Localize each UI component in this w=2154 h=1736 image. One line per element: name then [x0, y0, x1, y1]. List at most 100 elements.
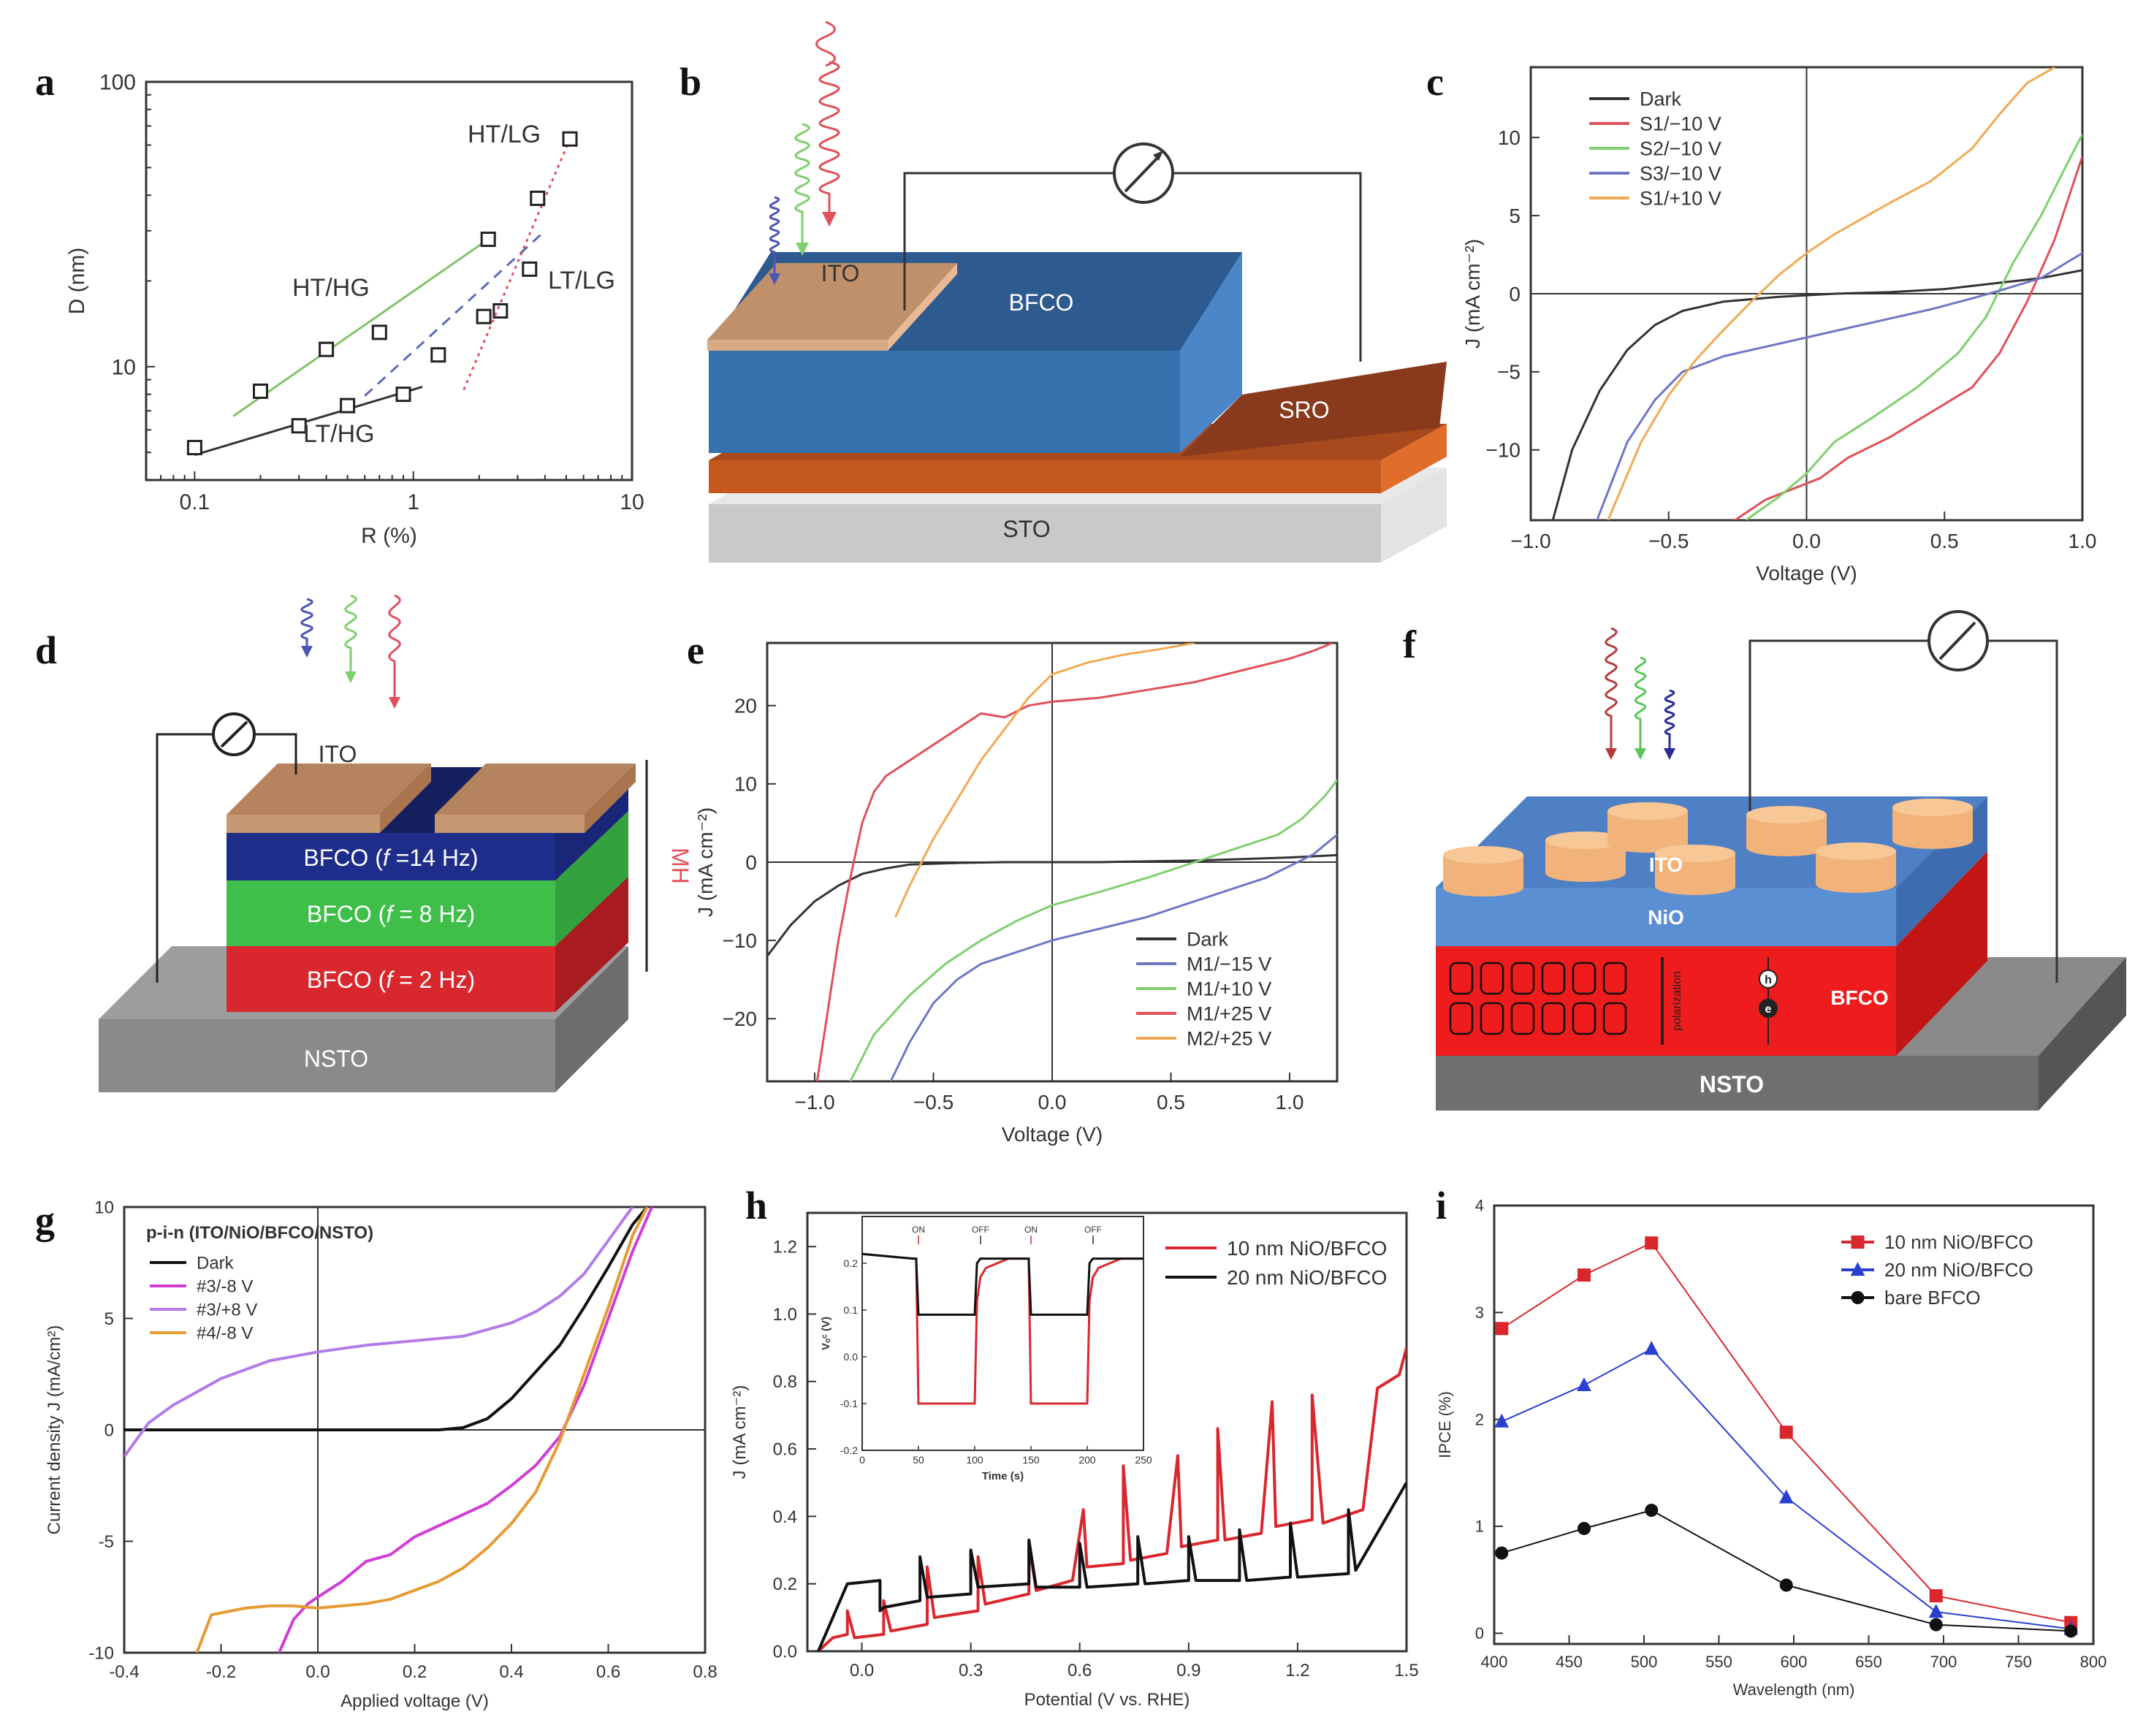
panel-letter-a: a — [35, 60, 55, 104]
dipole-array — [1449, 962, 1627, 1035]
y-axis-label: D (nm) — [65, 248, 89, 315]
sro-front — [709, 460, 1381, 493]
x-tick-label: −1.0 — [794, 1091, 834, 1113]
y-axis-label: Current density J (mA/cm²) — [45, 1325, 64, 1535]
ito-front — [707, 340, 888, 351]
nsto-f-side — [2039, 957, 2126, 1111]
light-wave-d-red — [388, 594, 401, 701]
x-tick-label: 0.8 — [693, 1662, 717, 1682]
series-line-0 — [1501, 1242, 2071, 1623]
y-tick-label: -5 — [99, 1532, 114, 1552]
x-tick-label: 0.9 — [1176, 1661, 1200, 1680]
data-point — [562, 131, 578, 147]
panel-letter-e: e — [687, 628, 704, 672]
inset-on-label-2: ON — [1024, 1225, 1038, 1235]
bfco-2hz-side — [555, 877, 628, 1012]
inset-y-tick-label: 0.0 — [844, 1351, 859, 1363]
y-tick-label: 0 — [104, 1420, 114, 1440]
dipole-icon — [1602, 962, 1627, 995]
ito-dot-top — [1443, 846, 1523, 864]
ito-dots — [1443, 799, 1973, 896]
bfco-front — [709, 351, 1180, 453]
y-tick-label: −5 — [1497, 361, 1521, 384]
data-point — [291, 418, 307, 434]
data-marker-1 — [1644, 1341, 1659, 1355]
data-point — [476, 308, 492, 324]
inset-off-label-3: OFF — [1084, 1225, 1102, 1235]
ito-pad-right-top — [435, 764, 636, 815]
series-line-2 — [849, 779, 1337, 1081]
x-tick-label: 0.2 — [403, 1662, 427, 1682]
data-point — [319, 341, 335, 357]
electron-icon — [1759, 999, 1778, 1018]
x-tick-label: -0.2 — [206, 1662, 236, 1682]
dipole-icon — [1572, 962, 1597, 995]
x-tick-label: 650 — [1855, 1653, 1882, 1671]
ito-pad-right-side — [585, 764, 636, 833]
data-marker-1 — [1494, 1413, 1510, 1428]
ammeter-arrowhead — [1153, 151, 1163, 161]
legend-label-3: M1/+25 V — [1187, 1002, 1271, 1024]
light-wave-f-red — [1605, 627, 1618, 753]
bfco-2hz-front — [227, 946, 555, 1012]
inset-x-tick-label: 200 — [1078, 1454, 1096, 1466]
x-tick-label: 0.5 — [1930, 530, 1959, 552]
panel-letter-h: h — [745, 1184, 767, 1227]
legend-label-2: M1/+10 V — [1187, 978, 1271, 1000]
wire-f-right — [1987, 639, 2058, 983]
light-wave-green — [794, 123, 810, 248]
y-axis-label: J (mA cm⁻²) — [1461, 239, 1484, 349]
x-tick-label: -0.4 — [109, 1662, 139, 1682]
x-axis-label: Voltage (V) — [1756, 562, 1857, 585]
ito-pad-left-top — [227, 764, 431, 815]
light-arrow-f-green — [1634, 748, 1646, 760]
panel-letter-d: d — [35, 628, 57, 672]
ito-top — [707, 263, 957, 340]
panel-letter-f: f — [1403, 623, 1417, 666]
inset-x-tick-label: 0 — [859, 1454, 865, 1466]
fit-line-1 — [232, 238, 490, 417]
legend-label-1: #3/-8 V — [197, 1276, 253, 1296]
inset-x-tick-label: 100 — [966, 1454, 983, 1466]
data-marker-2 — [1578, 1521, 1591, 1535]
dipole-icon — [1510, 1002, 1535, 1035]
data-marker-2 — [1495, 1546, 1509, 1560]
ito-side — [888, 263, 957, 351]
polarization-label: polarization — [1671, 971, 1683, 1031]
fit-line-2 — [364, 229, 546, 397]
wire-d-right — [256, 733, 297, 774]
x-axis-label: Potential (V vs. RHE) — [1024, 1690, 1190, 1710]
sto-side — [1381, 468, 1447, 563]
wire-f-left — [1748, 639, 1929, 811]
data-point — [395, 387, 411, 403]
light-arrow-f-blue — [1664, 748, 1675, 760]
data-point — [186, 440, 202, 456]
ito-dot-top — [1545, 831, 1626, 849]
sto-label: STO — [1002, 516, 1050, 542]
light-arrow-d-red — [389, 697, 400, 709]
wire-left — [903, 172, 1114, 311]
ito-label-d: ITO — [319, 741, 357, 767]
x-axis-label: R (%) — [361, 524, 417, 548]
legend-label-1: S1/−10 V — [1640, 113, 1721, 134]
dipole-icon — [1449, 962, 1474, 995]
x-tick-label: 0.6 — [1068, 1661, 1092, 1680]
ammeter-needle — [1124, 153, 1162, 193]
x-tick-label: 0.0 — [1792, 530, 1821, 552]
nio-front — [1436, 888, 1896, 946]
data-marker-0 — [1495, 1322, 1509, 1336]
legend-label-0: Dark — [1187, 928, 1229, 950]
bfco-8hz-front — [227, 880, 555, 946]
x-tick-label: 600 — [1781, 1653, 1808, 1671]
series-line-0 — [817, 1347, 1407, 1651]
bfco-side — [1180, 252, 1242, 453]
x-tick-label: 1.0 — [1276, 1091, 1304, 1113]
light-wave-blue — [769, 196, 780, 278]
legend-label-2: S2/−10 V — [1640, 137, 1721, 159]
series-line-1 — [278, 1207, 653, 1653]
light-arrow-red — [822, 212, 837, 226]
y-tick-label: −10 — [1486, 439, 1521, 462]
legend-label-4: S1/+10 V — [1640, 187, 1721, 209]
panel-letter-c: c — [1426, 60, 1444, 104]
